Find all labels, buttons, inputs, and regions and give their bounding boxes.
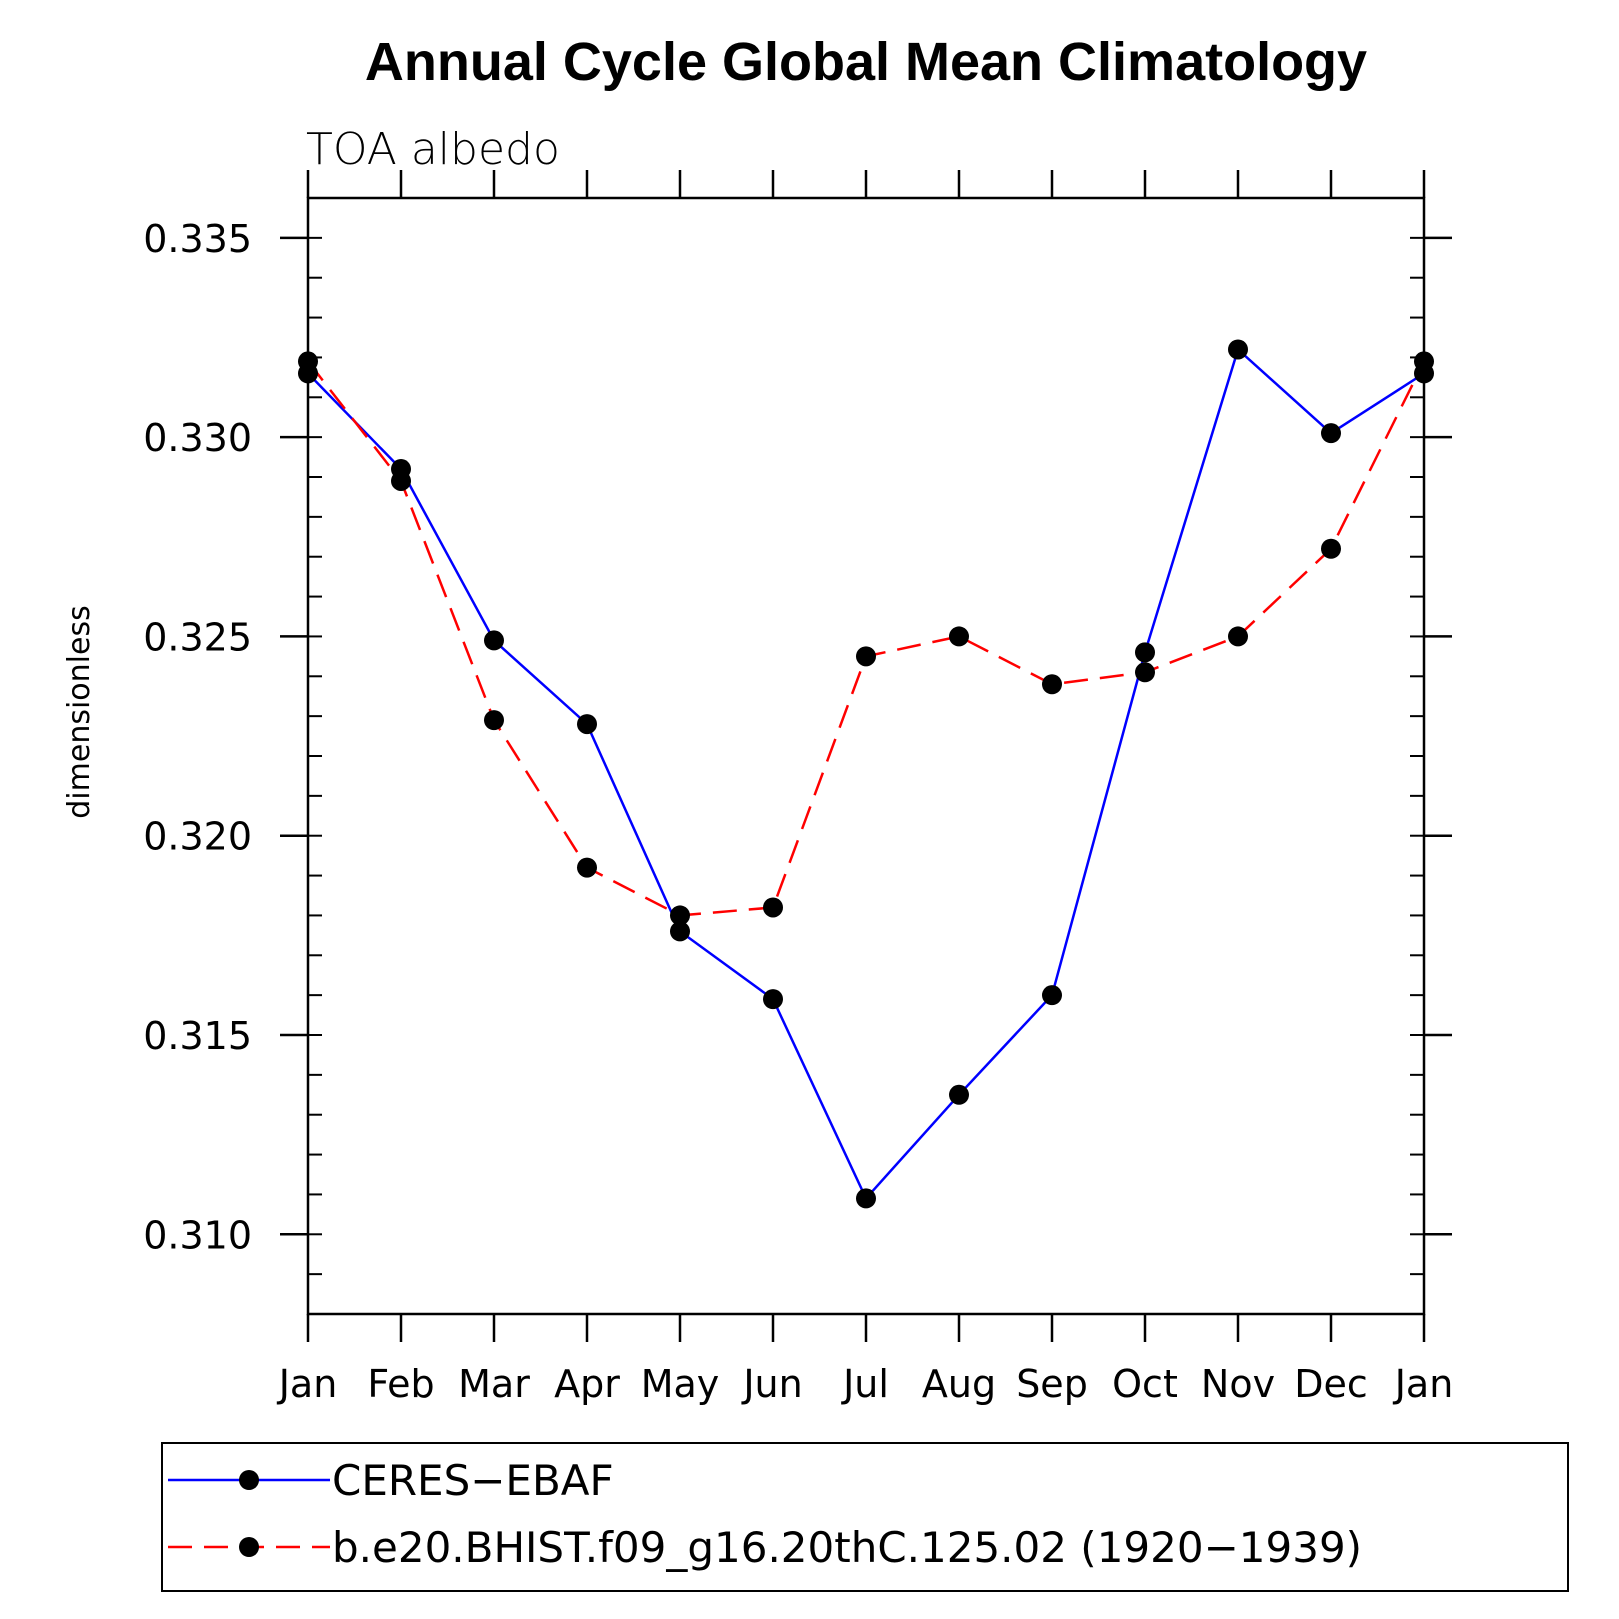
x-tick-label: Jan (1393, 1362, 1454, 1406)
x-tick-label: Oct (1112, 1362, 1178, 1406)
axis-ticks (280, 170, 1452, 1342)
series-line-1 (307, 347, 1425, 1201)
series-2-point (763, 897, 783, 918)
series-2-point (856, 646, 876, 667)
legend-marker-1 (239, 1470, 259, 1490)
x-tick-labels: Jan Feb Mar Apr May Jun Jul Aug Sep Oct Nov Dec Jan (277, 1362, 1454, 1406)
x-tick-label: Apr (554, 1362, 620, 1406)
series-1-point (484, 630, 504, 651)
x-tick-label: Jun (741, 1362, 802, 1406)
series-1-point (763, 989, 783, 1010)
series-2-point (391, 470, 411, 491)
series-2-point (1321, 538, 1341, 559)
series-1-point (949, 1084, 969, 1105)
y-tick-label: 0.320 (143, 815, 252, 859)
legend-marker-2 (239, 1537, 259, 1557)
series-2-point (1228, 626, 1248, 647)
series-1-point (1042, 985, 1062, 1006)
x-tick-label: Jul (841, 1362, 889, 1406)
series-2-point (298, 351, 318, 372)
x-tick-label: Aug (922, 1362, 996, 1406)
series-2-point (949, 626, 969, 647)
legend-box (161, 1442, 1569, 1592)
series-1-point (1228, 339, 1248, 360)
series-1-point (856, 1188, 876, 1209)
x-tick-label: Dec (1294, 1362, 1368, 1406)
legend-label-2: b.e20.BHIST.f09_g16.20thC.125.02 (1920−1… (332, 1523, 1362, 1572)
y-tick-label: 0.315 (143, 1014, 252, 1058)
x-tick-label: Nov (1201, 1362, 1275, 1406)
series-2-point (670, 905, 690, 926)
y-tick-label: 0.310 (143, 1213, 252, 1257)
series-1-point (1135, 642, 1155, 663)
series-2-point (1414, 351, 1434, 372)
legend-items: CERES−EBAF b.e20.BHIST.f09_g16.20thC.125.… (168, 1456, 1362, 1572)
legend-label-1: CERES−EBAF (332, 1456, 614, 1505)
x-tick-label: Feb (367, 1362, 434, 1406)
x-tick-label: Mar (458, 1362, 530, 1406)
y-tick-labels: 0.310 0.315 0.320 0.325 0.330 0.335 (143, 217, 252, 1257)
legend: CERES−EBAF b.e20.BHIST.f09_g16.20thC.125.… (161, 1442, 1569, 1592)
series-1-point (577, 714, 597, 735)
y-tick-label: 0.325 (143, 615, 252, 659)
series-2-point (577, 857, 597, 878)
x-tick-label: May (641, 1362, 720, 1406)
series-2-point (1042, 674, 1062, 695)
series-2-point (484, 710, 504, 731)
y-tick-label: 0.330 (143, 416, 252, 460)
chart-subtitle: TOA albedo (306, 124, 560, 175)
series-group (298, 339, 1434, 1209)
x-tick-label: Sep (1016, 1362, 1088, 1406)
y-tick-label: 0.335 (143, 217, 252, 261)
x-tick-label: Jan (277, 1362, 338, 1406)
series-line-2 (307, 360, 1426, 917)
y-axis-label: dimensionless (62, 605, 97, 818)
chart-title: Annual Cycle Global Mean Climatology (365, 32, 1367, 92)
series-2-point (1135, 662, 1155, 683)
series-1-point (1321, 423, 1341, 444)
series-1-point (670, 921, 690, 942)
